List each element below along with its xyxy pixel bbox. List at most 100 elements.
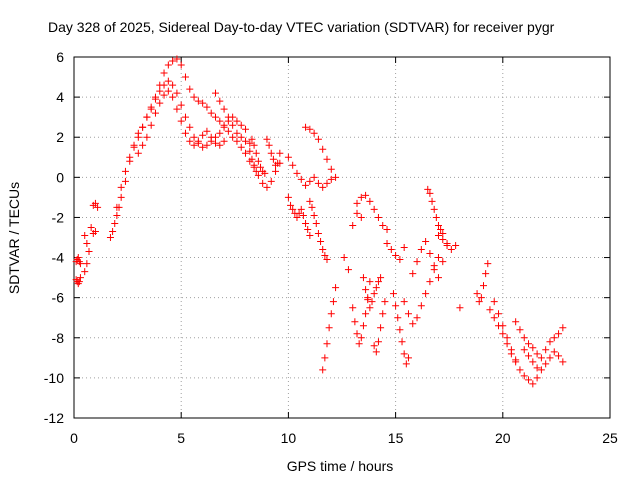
series-track-3 (81, 231, 93, 256)
data-point (156, 99, 164, 107)
data-point (495, 310, 503, 318)
chart-title: Day 328 of 2025, Sidereal Day-to-day VTE… (48, 19, 555, 35)
data-point (106, 234, 114, 241)
data-point (181, 113, 189, 121)
data-point (480, 282, 488, 290)
data-point (139, 123, 147, 131)
data-point (323, 179, 331, 187)
data-point (424, 185, 432, 193)
data-point (520, 346, 528, 354)
data-point (319, 246, 327, 254)
data-point (434, 231, 442, 239)
data-point (207, 109, 215, 117)
data-point (312, 219, 320, 227)
data-point (199, 99, 207, 107)
series-track-4 (81, 260, 91, 276)
data-point (430, 262, 438, 270)
series-track-11 (248, 135, 269, 177)
data-point (359, 322, 367, 330)
data-point (212, 113, 220, 121)
data-point (404, 354, 412, 362)
data-point (274, 159, 282, 167)
data-point (325, 324, 333, 332)
data-point (520, 372, 528, 380)
data-point (516, 366, 524, 374)
y-tick-label: -12 (44, 410, 64, 426)
data-point (310, 173, 318, 181)
data-point (186, 137, 194, 145)
data-point (332, 173, 340, 181)
data-point (75, 278, 83, 286)
data-point (203, 141, 211, 149)
data-point (323, 256, 331, 264)
data-point (259, 179, 267, 187)
data-point (355, 340, 363, 348)
data-point (302, 219, 310, 227)
data-point (426, 278, 434, 286)
data-point (284, 193, 292, 201)
data-point (186, 85, 194, 93)
data-point (329, 298, 337, 306)
x-tick-label: 10 (281, 430, 297, 446)
data-point (550, 348, 558, 356)
data-point (139, 141, 147, 149)
data-point (362, 191, 370, 199)
data-point (434, 254, 442, 262)
data-point (250, 161, 258, 169)
data-point (482, 270, 490, 278)
data-point (372, 348, 380, 356)
data-point (323, 155, 331, 163)
data-point (151, 109, 159, 117)
data-point (289, 205, 297, 213)
data-point (306, 177, 314, 185)
series-track-1 (72, 254, 84, 268)
data-point (323, 340, 331, 348)
data-point (314, 179, 322, 187)
grid-lines (74, 57, 610, 418)
data-point (381, 298, 389, 306)
data-point (437, 225, 445, 233)
data-point (392, 252, 400, 260)
data-point (216, 129, 224, 137)
data-point (237, 121, 245, 129)
data-point (250, 141, 258, 149)
series-track-34 (520, 346, 567, 374)
data-point (306, 231, 314, 239)
data-point (91, 227, 99, 235)
data-point (546, 354, 554, 362)
data-point (439, 236, 447, 244)
data-point (321, 354, 329, 362)
data-point (353, 330, 361, 338)
data-point (199, 131, 207, 139)
data-point (387, 246, 395, 254)
data-point (261, 169, 269, 177)
data-point (484, 260, 492, 268)
series-track-9 (134, 87, 228, 157)
data-point (220, 137, 228, 145)
data-point (252, 167, 260, 175)
x-tick-label: 25 (602, 430, 618, 446)
data-point (254, 157, 262, 165)
data-point (368, 298, 376, 306)
data-point (121, 167, 129, 175)
data-point (293, 169, 301, 177)
data-point (186, 123, 194, 131)
data-point (319, 183, 327, 191)
x-axis-label: GPS time / hours (287, 458, 394, 474)
data-point (81, 268, 89, 276)
series-track-19 (340, 209, 365, 274)
data-point (267, 177, 275, 185)
data-point (559, 324, 567, 332)
data-point (499, 330, 507, 338)
data-point (357, 334, 365, 342)
data-point (237, 143, 245, 151)
data-point (134, 149, 142, 157)
data-point (370, 290, 378, 298)
plot-frame (73, 56, 611, 419)
series-track-6 (87, 223, 99, 237)
data-point (379, 221, 387, 229)
data-point (173, 55, 181, 63)
data-point (426, 189, 434, 197)
series-track-14 (284, 193, 314, 239)
data-point (409, 270, 417, 278)
